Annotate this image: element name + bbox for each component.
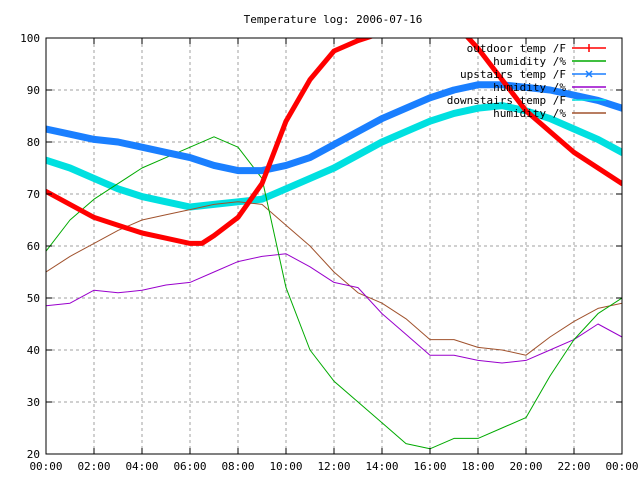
x-tick-label: 06:00 <box>173 460 206 473</box>
legend-label: outdoor temp /F <box>467 42 566 55</box>
x-tick-label: 18:00 <box>461 460 494 473</box>
legend-label: humidity /% <box>493 81 566 94</box>
legend-x-marker <box>585 70 593 78</box>
x-tick-label: 10:00 <box>269 460 302 473</box>
y-tick-label: 40 <box>27 344 40 357</box>
y-tick-label: 100 <box>20 32 40 45</box>
series-line-1 <box>46 136 622 450</box>
y-tick-label: 60 <box>27 240 40 253</box>
y-tick-label: 80 <box>27 136 40 149</box>
x-tick-label: 12:00 <box>317 460 350 473</box>
series-line-0 <box>46 38 622 246</box>
legend-label: humidity /% <box>493 55 566 68</box>
x-tick-label: 16:00 <box>413 460 446 473</box>
series-line-5 <box>46 201 622 356</box>
x-tick-label: 22:00 <box>557 460 590 473</box>
x-tick-label: 20:00 <box>509 460 542 473</box>
x-tick-label: 04:00 <box>125 460 158 473</box>
chart-title: Temperature log: 2006-07-16 <box>244 13 423 26</box>
axis-ticks: 00:00 02:00 04:00 06:00 08:00 10:00 12:00 14:00… <box>20 32 638 473</box>
y-tick-label: 30 <box>27 396 40 409</box>
x-tick-label: 02:00 <box>77 460 110 473</box>
x-tick-label: 00:00 <box>29 460 62 473</box>
legend-label: humidity /% <box>493 107 566 120</box>
y-tick-label: 70 <box>27 188 40 201</box>
series-lines <box>46 38 622 450</box>
legend-label: upstairs temp /F <box>460 68 566 81</box>
y-tick-label: 50 <box>27 292 40 305</box>
x-tick-label: 00:00 <box>605 460 638 473</box>
y-tick-label: 20 <box>27 448 40 461</box>
legend-label: downstairs temp /F <box>447 94 566 107</box>
series-line-2 <box>46 81 622 175</box>
y-tick-label: 90 <box>27 84 40 97</box>
x-tick-label: 08:00 <box>221 460 254 473</box>
series-line-3 <box>46 253 622 364</box>
x-tick-label: 14:00 <box>365 460 398 473</box>
